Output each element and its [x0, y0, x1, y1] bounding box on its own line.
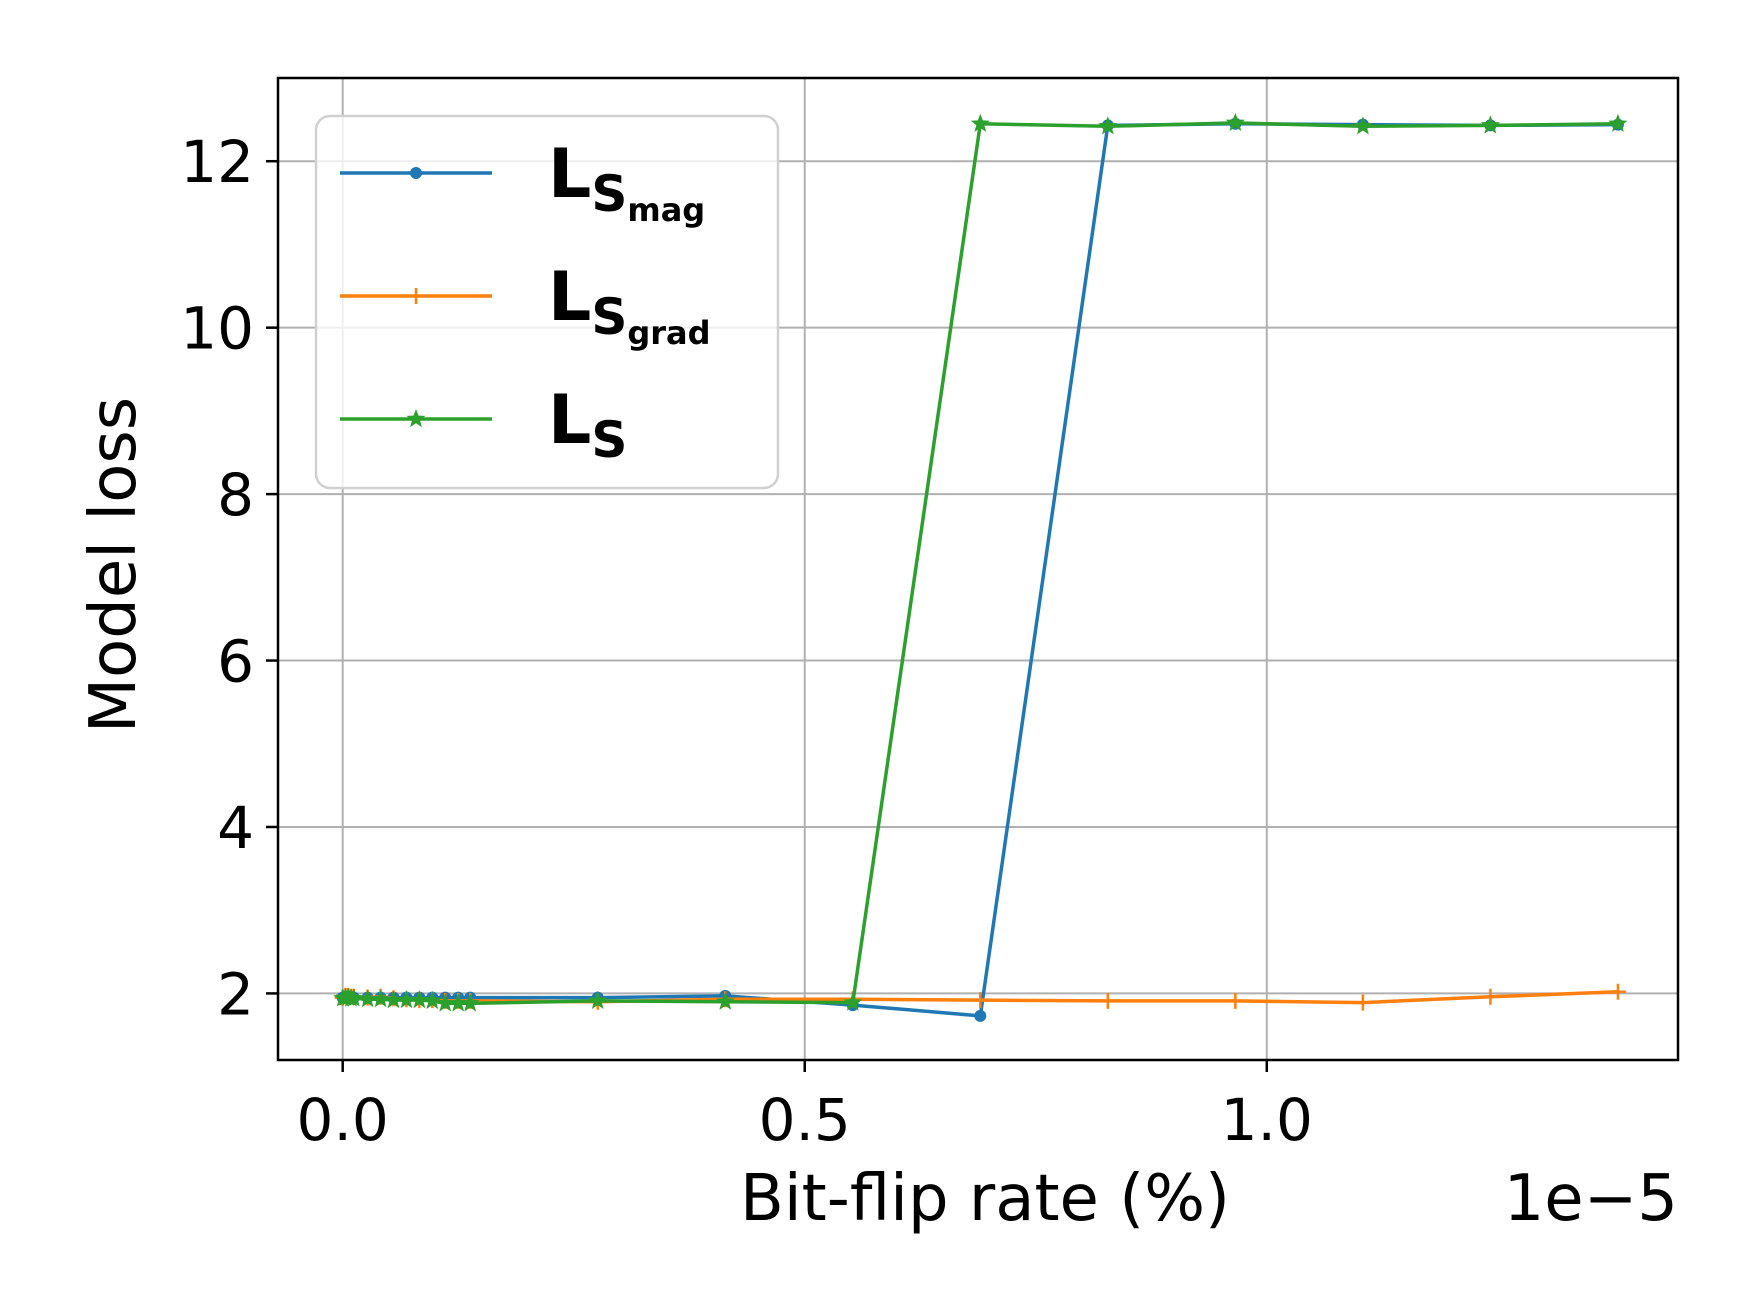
legend-label-main: L	[548, 135, 591, 214]
legend-swatch-marker	[408, 288, 424, 304]
legend-label-subsubscript: mag	[627, 191, 705, 229]
y-tick-label: 10	[180, 295, 254, 363]
y-tick-label: 4	[217, 794, 254, 862]
x-axis-offset-label: 1e−5	[1504, 1162, 1678, 1236]
data-point	[1482, 988, 1499, 1005]
legend-swatch-marker	[410, 167, 422, 179]
data-point	[1227, 992, 1244, 1009]
data-point	[1354, 994, 1371, 1011]
data-point	[1480, 115, 1500, 134]
data-point	[972, 992, 989, 1009]
legend-box	[314, 114, 780, 490]
data-point	[422, 990, 442, 1009]
series-layer	[333, 112, 1628, 1022]
y-tick-label: 12	[180, 128, 254, 196]
data-point	[1098, 116, 1118, 135]
data-point	[1609, 983, 1626, 1000]
data-point	[1225, 112, 1245, 131]
legend-label-subscript: S	[591, 411, 627, 469]
x-tick-label: 0.0	[297, 1086, 389, 1154]
x-tick-label: 1.0	[1221, 1086, 1313, 1154]
x-axis-ticks: 0.0 0.5 1.0	[297, 1060, 1313, 1154]
legend-label-main: L	[548, 381, 591, 460]
data-point	[448, 993, 468, 1012]
x-axis-label: Bit-flip rate (%)	[740, 1162, 1230, 1236]
data-point	[715, 991, 735, 1010]
legend-label: LSmag	[548, 135, 705, 229]
legend-label-subsubscript: grad	[627, 314, 710, 352]
legend-label: LSgrad	[548, 258, 711, 352]
legend-label-main: L	[548, 258, 591, 337]
grid	[278, 78, 1678, 1060]
data-point	[1353, 116, 1373, 135]
y-axis-label: Model loss	[77, 397, 151, 733]
data-point	[371, 989, 391, 1008]
data-point	[344, 988, 364, 1007]
data-point	[1099, 992, 1116, 1009]
data-point	[843, 992, 863, 1011]
y-tick-label: 8	[217, 461, 254, 529]
data-point	[974, 1009, 987, 1022]
legend-entry-l-s-mag: LSmag	[340, 135, 705, 229]
legend-entry-l-s: LS	[340, 381, 627, 469]
data-point	[1608, 113, 1628, 132]
data-point	[460, 993, 480, 1012]
legend-label: LS	[548, 381, 627, 469]
plot-frame	[276, 76, 1680, 1062]
legend-entry-l-s-grad: LSgrad	[340, 258, 711, 352]
y-axis-ticks: 2 4 6 8 10 12	[180, 128, 278, 1028]
data-point	[409, 990, 429, 1009]
data-point	[384, 990, 403, 1009]
data-point	[396, 990, 416, 1009]
y-tick-label: 6	[217, 628, 254, 696]
x-tick-label: 0.5	[759, 1086, 851, 1154]
data-point	[435, 993, 455, 1012]
data-point	[970, 113, 990, 132]
data-point	[588, 990, 608, 1009]
data-point	[358, 989, 378, 1008]
legend-label-subscript: S	[591, 288, 627, 346]
series-l-s	[333, 112, 1628, 1012]
y-tick-label: 2	[217, 960, 254, 1028]
legend-swatch-marker	[406, 409, 426, 428]
legend-label-subscript: S	[591, 165, 627, 223]
